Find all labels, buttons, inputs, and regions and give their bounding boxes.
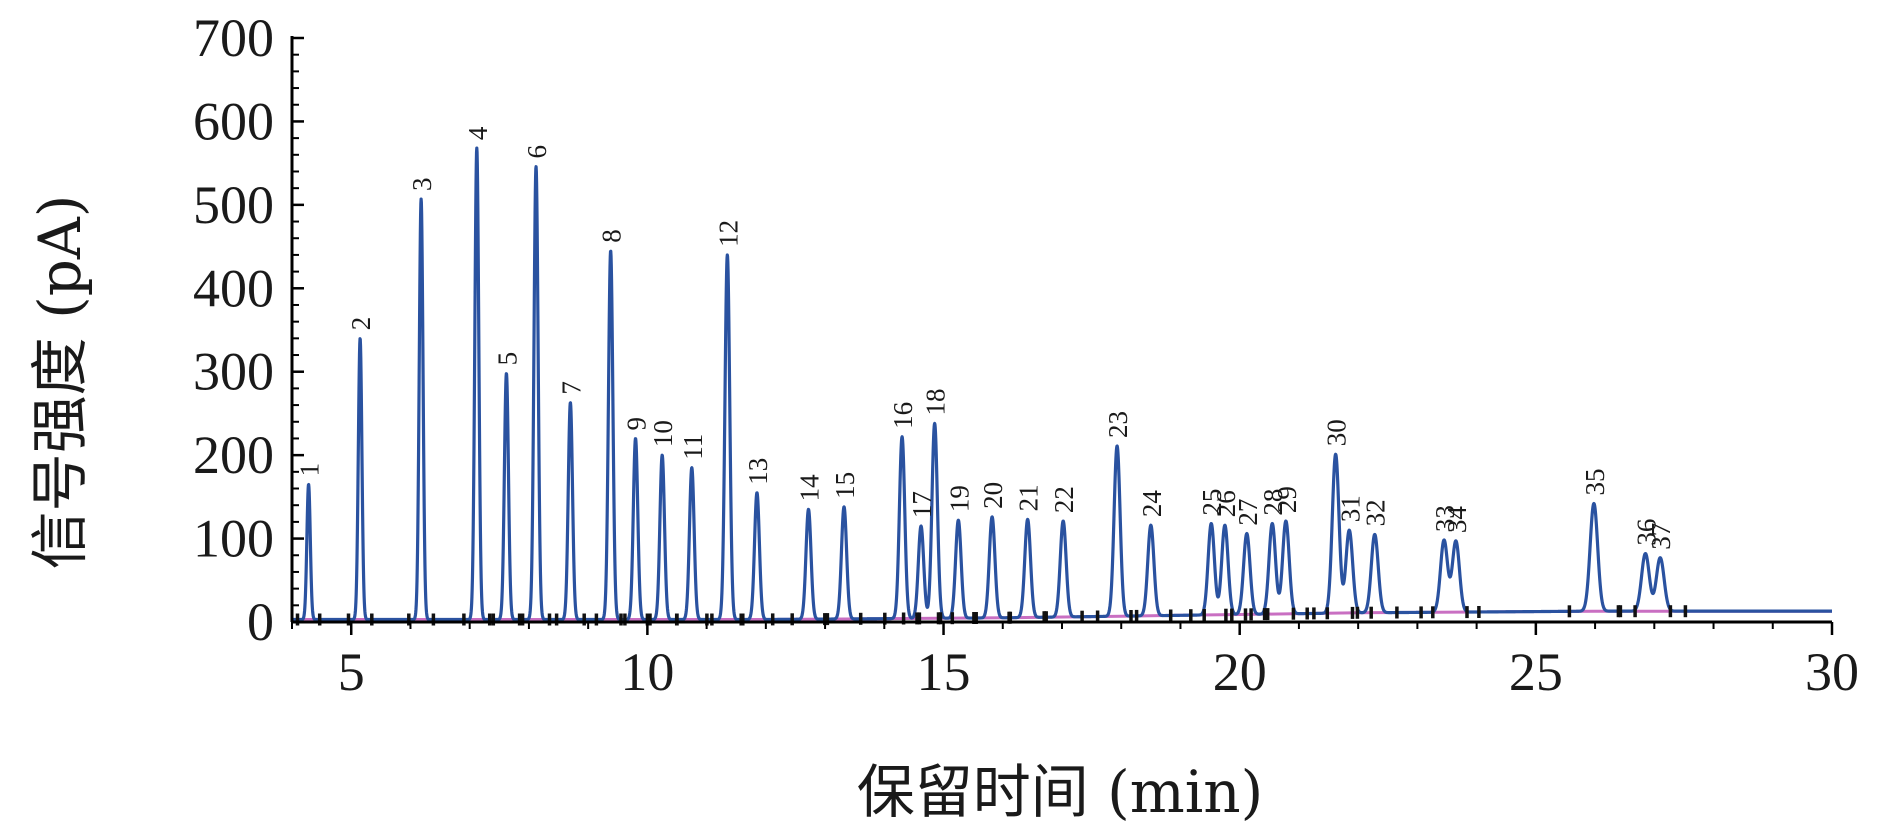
x-axis-title: 保留时间 (min): [857, 758, 1264, 826]
peak-label: 32: [1361, 499, 1391, 526]
peak-label: 23: [1103, 411, 1133, 438]
peak-label: 7: [556, 381, 586, 395]
peak-label: 5: [492, 352, 522, 366]
peak-label: 24: [1137, 490, 1167, 518]
peak-label: 20: [978, 482, 1008, 509]
peak-label: 22: [1049, 486, 1079, 513]
signal-trace: [290, 146, 1834, 622]
peak-label: 14: [794, 474, 824, 502]
peak-label: 17: [907, 491, 937, 518]
peak-label: 13: [743, 458, 773, 485]
peak-label: 1: [295, 463, 325, 477]
x-tick-label: 25: [1509, 642, 1563, 702]
peak-label: 31: [1335, 495, 1365, 522]
y-tick-label: 600: [193, 91, 274, 151]
peak-label: 29: [1272, 486, 1302, 513]
y-tick-label: 200: [193, 425, 274, 485]
peak-label: 25: [1197, 489, 1227, 516]
x-tick-label: 20: [1213, 642, 1267, 702]
x-tick-label: 15: [917, 642, 971, 702]
signal-trace-layer: [290, 146, 1834, 622]
peak-label: 12: [713, 220, 743, 247]
peak-label: 6: [522, 145, 552, 159]
peak-label: 15: [830, 472, 860, 499]
peak-label: 9: [621, 417, 651, 431]
peak-label: 11: [678, 434, 708, 460]
x-tick-label: 10: [620, 642, 674, 702]
x-tick-label: 30: [1805, 642, 1859, 702]
peak-label: 18: [921, 388, 951, 415]
y-tick-label: 700: [193, 8, 274, 68]
peak-label: 10: [648, 420, 678, 447]
peak-label: 19: [944, 485, 974, 512]
y-tick-label: 300: [193, 342, 274, 402]
peak-label: 4: [463, 126, 493, 140]
y-tick-label: 0: [247, 592, 274, 652]
peak-label: 33: [1430, 505, 1460, 532]
peak-label: 37: [1646, 523, 1676, 550]
peak-label: 34: [1442, 506, 1472, 534]
peak-label: 26: [1211, 490, 1241, 517]
peak-label: 21: [1014, 484, 1044, 511]
peak-label: 35: [1580, 469, 1610, 496]
peak-label: 8: [597, 229, 627, 243]
peak-label: 36: [1631, 519, 1661, 546]
y-tick-label: 500: [193, 175, 274, 235]
peak-label: 2: [346, 317, 376, 331]
y-tick-label: 400: [193, 258, 274, 318]
y-axis-title: 信号强度 (pA): [26, 195, 94, 570]
peak-label: 27: [1233, 499, 1263, 526]
y-tick-label: 100: [193, 509, 274, 569]
peak-label: 30: [1322, 419, 1352, 446]
x-tick-label: 5: [338, 642, 365, 702]
peak-label: 3: [407, 177, 437, 191]
peak-label: 28: [1258, 489, 1288, 516]
peak-label: 16: [888, 402, 918, 429]
